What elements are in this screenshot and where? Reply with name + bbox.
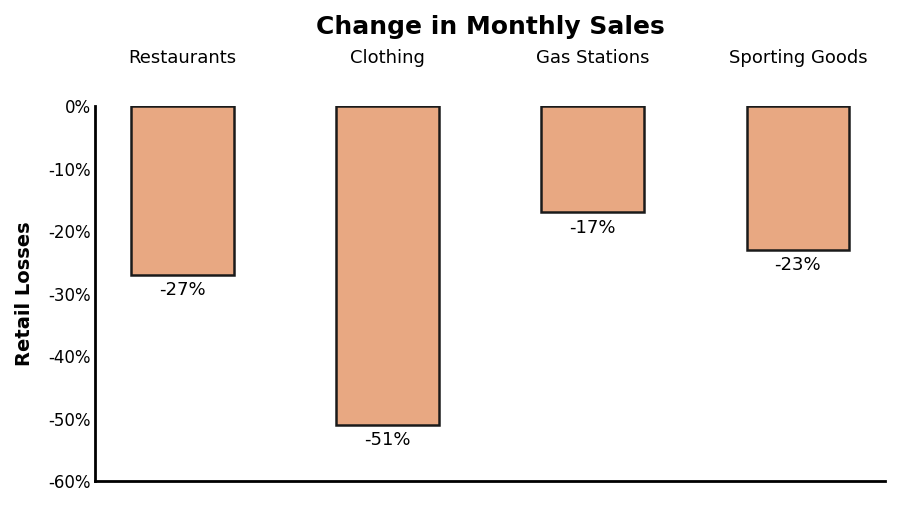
Text: Sporting Goods: Sporting Goods <box>728 49 867 67</box>
Bar <box>131 106 234 275</box>
Text: Restaurants: Restaurants <box>129 49 237 67</box>
Y-axis label: Retail Losses: Retail Losses <box>15 221 34 366</box>
Bar <box>542 106 644 212</box>
Bar <box>747 106 849 250</box>
Text: -17%: -17% <box>570 219 616 237</box>
Text: -23%: -23% <box>775 256 821 274</box>
Title: Change in Monthly Sales: Change in Monthly Sales <box>316 15 664 39</box>
Text: Clothing: Clothing <box>350 49 425 67</box>
Text: -27%: -27% <box>159 281 206 299</box>
Text: Gas Stations: Gas Stations <box>536 49 650 67</box>
Text: -51%: -51% <box>364 431 411 449</box>
Bar <box>337 106 439 425</box>
